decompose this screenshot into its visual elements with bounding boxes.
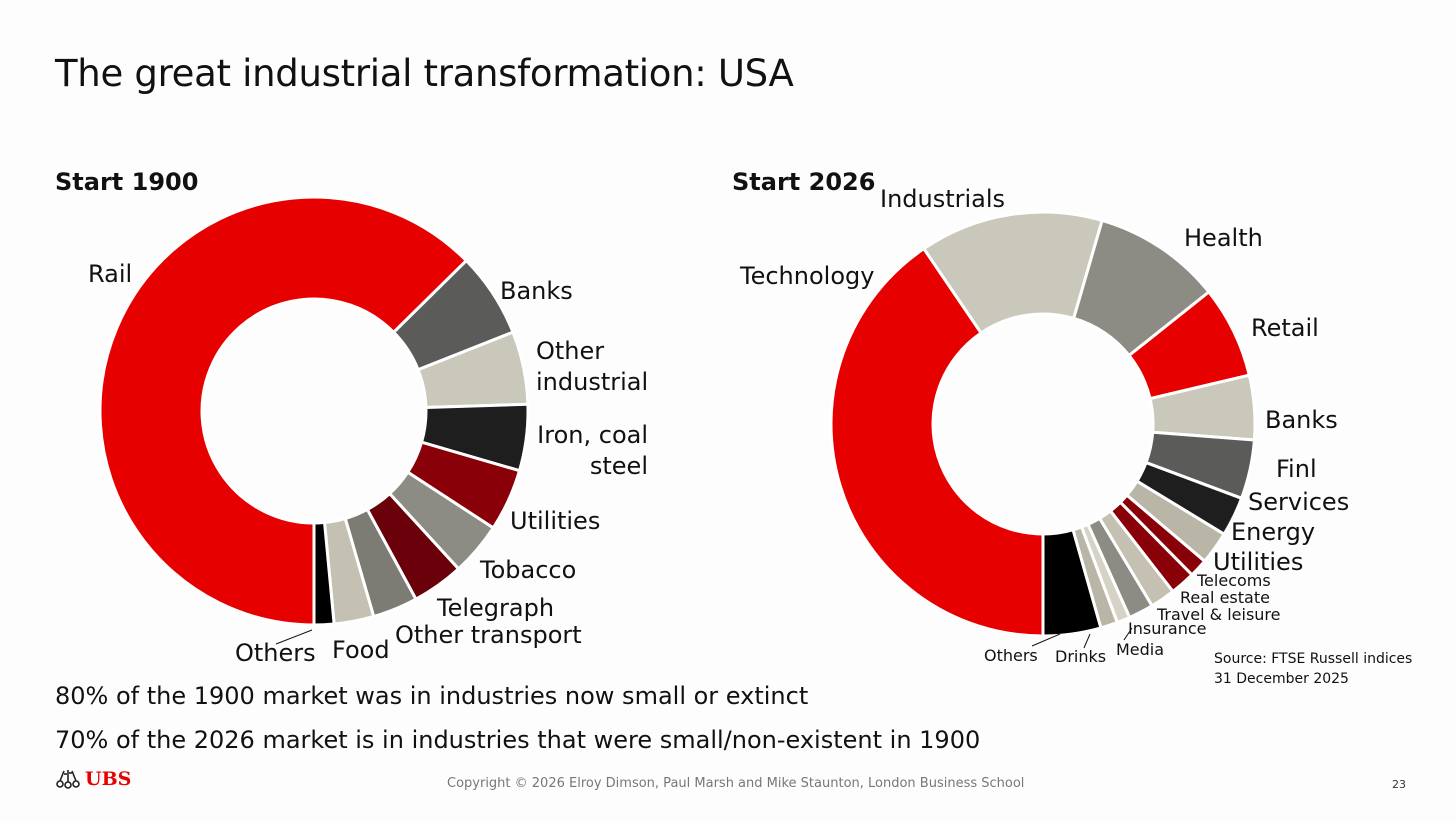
label-1900-tobacco: Tobacco [479,556,576,584]
label-1900-others: Others [235,639,316,667]
label-2026-insurance: Insurance [1128,619,1207,638]
ubs-logo: UBS [55,768,131,790]
label-1900-banks: Banks [500,277,573,305]
label-1900-other-industrial: Other industrial [536,337,648,396]
chart-title-1900: Start 1900 [55,168,199,196]
donut-1900: Rail Banks Other industrial Iron, coal steel U… [88,195,648,667]
label-2026-health: Health [1184,224,1263,252]
slide-title: The great industrial transformation: USA [55,52,794,95]
label-2026-finl-services-2: Services [1248,488,1349,516]
ubs-keys-icon [56,770,80,789]
label-1900-iron-coal-steel: Iron, coal steel [537,421,648,480]
label-2026-real-estate: Real estate [1180,588,1270,607]
label-1900-utilities: Utilities [510,507,600,535]
label-2026-drinks: Drinks [1055,647,1106,666]
label-2026-media: Media [1116,640,1164,659]
note-1900: 80% of the 1900 market was in industries… [55,682,809,710]
label-2026-banks: Banks [1265,406,1338,434]
slice-2026-technology [829,246,1045,638]
label-1900-rail: Rail [88,260,132,288]
labels-1900: Rail Banks Other industrial Iron, coal steel U… [88,260,648,667]
label-2026-others: Others [984,646,1038,665]
label-2026-finl-services-1: Finl [1276,455,1317,483]
ubs-logo-text: UBS [85,768,132,790]
slice-2026-others [1041,527,1103,638]
leader-1900-others [275,629,313,645]
chart-title-2026: Start 2026 [732,168,876,196]
slice-1900-rail [98,195,469,627]
leader-2026-media [1123,627,1133,641]
source-note: Source: FTSE Russell indices 31 December… [1214,651,1413,687]
label-1900-telegraph: Telegraph [436,594,554,622]
labels-2026: Technology Industrials Health Retail Banks Fi… [739,185,1349,666]
label-1900-food: Food [332,636,390,664]
label-2026-travel-leisure: Travel & leisure [1156,605,1281,624]
donut-2026: Technology Industrials Health Retail Banks Fi… [739,185,1349,666]
page-number: 23 [1392,778,1406,791]
slice-1900-others [312,520,336,627]
label-2026-industrials: Industrials [880,185,1005,213]
label-2026-technology: Technology [739,262,874,290]
label-1900-other-transport: Other transport [395,621,582,649]
label-2026-retail: Retail [1251,314,1319,342]
leader-2026-drinks [1083,633,1091,649]
leader-2026-others [1031,633,1061,647]
note-2026: 70% of the 2026 market is in industries … [55,726,981,754]
label-2026-utilities: Utilities [1213,548,1303,576]
label-2026-energy: Energy [1231,518,1315,546]
label-2026-telecoms: Telecoms [1196,571,1271,590]
copyright: Copyright © 2026 Elroy Dimson, Paul Mars… [447,776,1025,791]
